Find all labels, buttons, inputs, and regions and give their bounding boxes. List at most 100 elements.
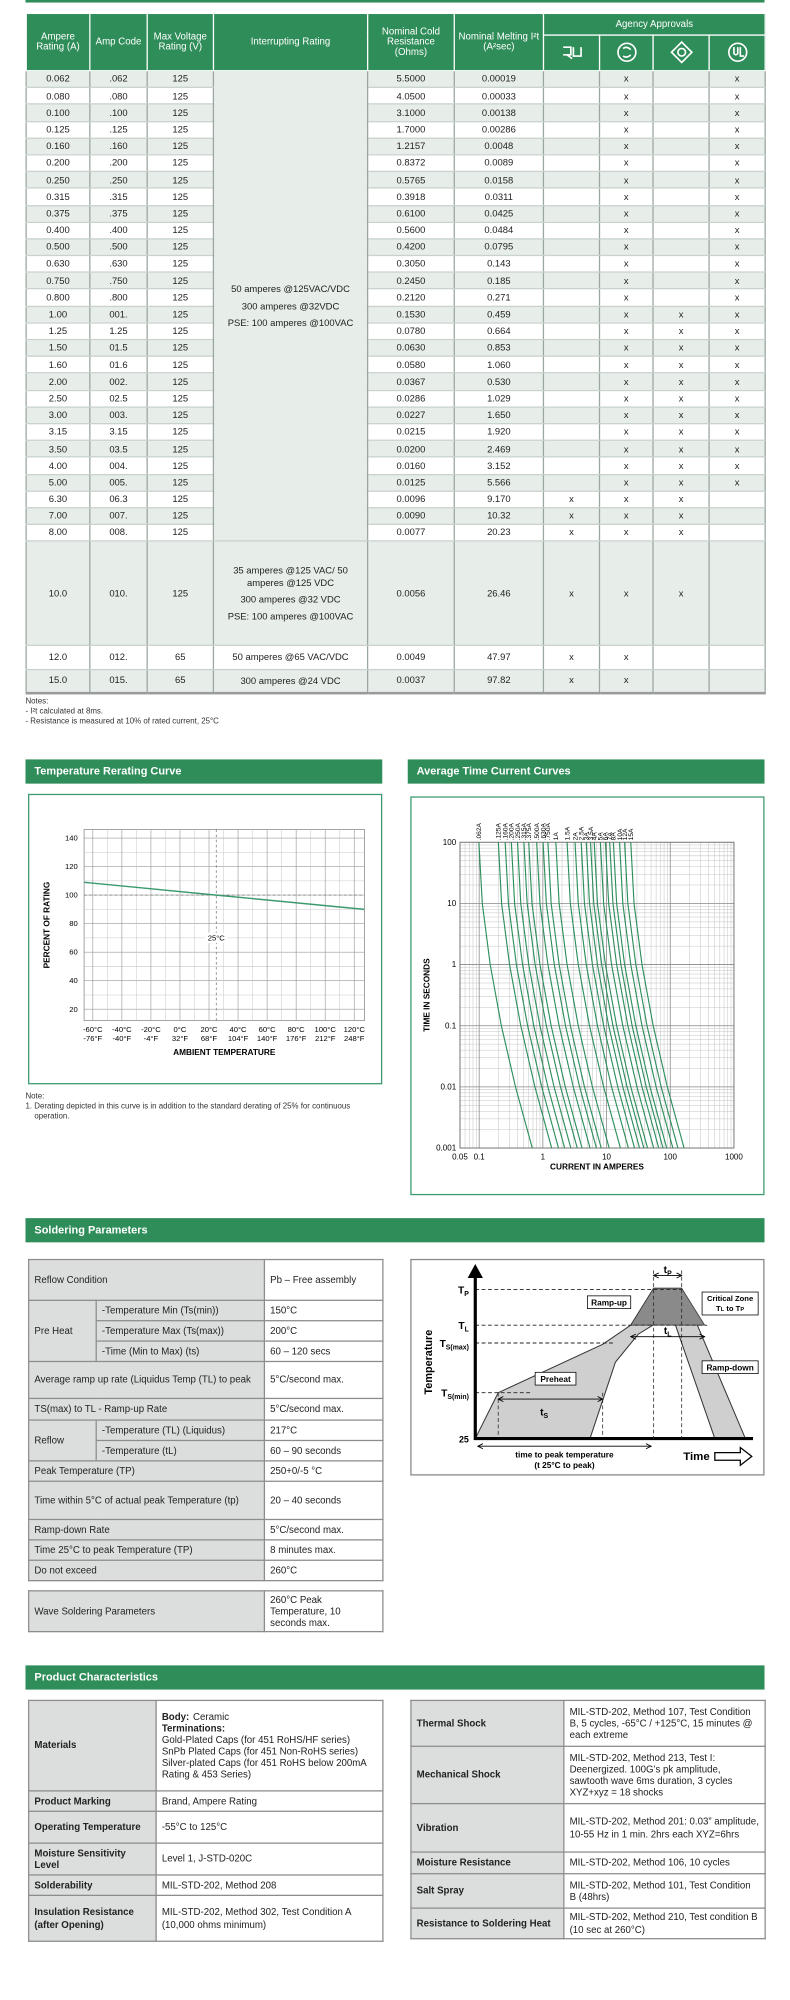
note-title: Note:	[25, 1091, 45, 1101]
agency-icon-cell	[708, 34, 766, 72]
table-row: Product Marking Brand, Ampere Rating	[28, 1790, 384, 1812]
approval-cell: x	[652, 322, 710, 341]
label-box	[534, 1371, 577, 1386]
interrupting-rating: 300 amperes @24 VDC	[212, 668, 369, 695]
chart-note: Note: 1. Derating depicted in this curve…	[25, 1092, 369, 1123]
approval-cell: x	[598, 255, 654, 274]
approval-cell: x	[652, 423, 710, 442]
table-cell: 1.2157	[366, 137, 455, 156]
curve-label: 5A	[598, 832, 605, 841]
table-row: Insulation Resistance (after Opening) MIL…	[28, 1894, 384, 1942]
row-value: 5°C/second max.	[263, 1397, 384, 1421]
y-axis-title: PERCENT OF RATING	[43, 882, 52, 969]
row-value: 260°C Peak Temperature, 10 seconds max.	[263, 1590, 384, 1633]
time-to-peak: (t 25°C to peak)	[534, 1461, 595, 1470]
tcc-curve	[624, 842, 679, 1149]
tcc-curve	[618, 842, 674, 1149]
table-row: 1.25 1.25 125 0.0780 0.664 x x x	[25, 322, 766, 341]
annotation: 25°C	[208, 933, 226, 942]
table-cell: 9.170	[453, 490, 545, 509]
x-tick-label: -40°C	[112, 1025, 132, 1034]
table-cell: 001.	[89, 305, 148, 324]
table-cell: 2.50	[25, 389, 91, 408]
table-cell: 4.00	[25, 457, 91, 475]
approval-cell: x	[708, 87, 766, 105]
base-label: 25	[459, 1434, 469, 1444]
approval-cell	[542, 205, 601, 223]
table-row: 7.00 007. 125 0.0090 10.32 x x x	[25, 507, 766, 526]
label-main: T	[458, 1285, 465, 1296]
table-cell: 0.459	[453, 305, 545, 324]
x-tick-label: 10	[602, 1153, 611, 1162]
soldering-table: Reflow Condition Pb – Free assembly Pre He…	[28, 1258, 384, 1582]
table-row: 5.00 005. 125 0.0125 5.566 x x x	[25, 474, 766, 492]
row-label: -Temperature (tL)	[95, 1439, 266, 1462]
table-cell: 15.0	[25, 668, 91, 695]
table-cell: 004.	[89, 457, 148, 475]
row-value: MIL-STD-202, Method 213, Test I: Deenerg…	[563, 1745, 766, 1805]
level-label: tS	[540, 1408, 548, 1421]
curve-label: .125A	[496, 822, 503, 840]
materials-body-value: Ceramic	[193, 1710, 230, 1723]
table-cell: 0.375	[25, 205, 91, 223]
table-cell: 0.315	[25, 188, 91, 206]
table-cell: 007.	[89, 507, 148, 526]
row-value: Level 1, J-STD-020C	[155, 1842, 384, 1876]
table-body: Wave Soldering Parameters 260°C Peak Temp…	[28, 1590, 384, 1633]
y-tick-label: 40	[69, 976, 77, 985]
table-cell: 125	[146, 356, 215, 374]
approval-cell: x	[598, 238, 654, 257]
table-cell: 0.0780	[366, 322, 455, 341]
tcc-curve	[630, 842, 685, 1149]
row-label: Ramp-down Rate	[28, 1518, 266, 1541]
approval-cell: x	[708, 389, 766, 408]
table-row: Reflow Condition Pb – Free assembly	[28, 1258, 384, 1301]
approval-cell	[542, 356, 601, 374]
approval-cell	[652, 188, 710, 206]
approval-cell: x	[542, 541, 601, 647]
approval-cell: x	[598, 205, 654, 223]
x-tick-label: 80°C	[288, 1025, 306, 1034]
approval-cell	[708, 668, 766, 695]
table-cell: 0.530	[453, 373, 545, 391]
table-cell: 3.15	[89, 423, 148, 442]
table-cell: 125	[146, 541, 215, 647]
table-row: Materials Body: Ceramic Terminations: Gold-P…	[28, 1699, 384, 1792]
label-main: T	[440, 1339, 447, 1350]
table-cell: 0.0200	[366, 440, 455, 458]
table-row: 2.00 002. 125 0.0367 0.530 x x x	[25, 373, 766, 391]
table-cell: 125	[146, 121, 215, 139]
table-row: 0.250.250 125 0.5765 0.0158 x x	[25, 171, 766, 189]
approval-cell: x	[652, 490, 710, 509]
table-cell: 3.00	[25, 406, 91, 425]
row-value: 60 – 90 seconds	[263, 1439, 384, 1462]
approval-cell	[542, 272, 601, 290]
table-row: TS(max) to TL - Ramp-up Rate 5°C/second m…	[28, 1397, 384, 1421]
x-tick-label-secondary: -76°F	[83, 1034, 102, 1043]
table-cell: 0.0077	[366, 524, 455, 542]
approval-cell: x	[652, 440, 710, 458]
table-row: 0.125.125 125 1.7000 0.00286 x x	[25, 121, 766, 139]
approval-cell	[542, 406, 601, 425]
label-box	[701, 1291, 759, 1316]
tcc-curve	[604, 842, 660, 1149]
icon-shape	[562, 45, 582, 59]
approval-cell	[542, 339, 601, 358]
table-cell: 0.664	[453, 322, 545, 341]
materials-terminations: Terminations:	[161, 1722, 226, 1734]
notes-title: Notes:	[25, 696, 49, 706]
x-tick-label-secondary: 140°F	[257, 1034, 278, 1043]
table-cell: 0.0049	[366, 645, 455, 670]
approval-cell	[652, 238, 710, 257]
table-cell: 0.8372	[366, 154, 455, 173]
table-cell: 125	[146, 272, 215, 290]
table-cell: 3.152	[453, 457, 545, 475]
approval-cell	[652, 70, 710, 89]
row-label: -Temperature (TL) (Liquidus)	[95, 1419, 266, 1442]
icon-shape	[727, 41, 747, 62]
table-cell: 0.062	[25, 70, 91, 89]
row-value: 20 – 40 seconds	[263, 1480, 384, 1521]
table-row: 12.0 012. 65 50 amperes @65 VAC/VDC 0.0049 47…	[25, 645, 766, 670]
curve-label: 3.5A	[588, 826, 595, 840]
